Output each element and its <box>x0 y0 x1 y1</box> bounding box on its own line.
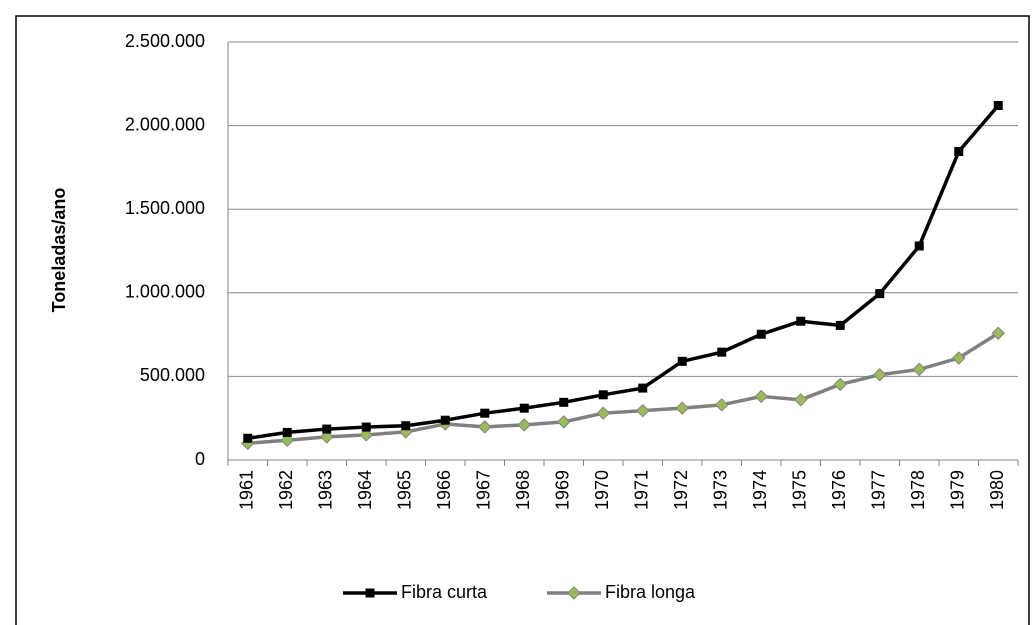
marker <box>559 397 569 407</box>
x-tick-label: 1973 <box>711 470 731 510</box>
x-tick-label: 1975 <box>790 470 810 510</box>
marker <box>715 398 729 412</box>
x-tick-label: 1970 <box>592 470 612 510</box>
marker <box>954 147 964 157</box>
marker <box>401 421 411 431</box>
x-tick-label: 1969 <box>553 470 573 510</box>
marker <box>952 351 966 365</box>
x-tick-label: 1961 <box>237 470 257 510</box>
marker <box>243 433 253 443</box>
x-tick-label: 1979 <box>948 470 968 510</box>
marker <box>636 403 650 418</box>
marker <box>756 329 766 339</box>
y-tick-label: 0 <box>195 449 205 469</box>
marker <box>322 424 332 434</box>
y-axis-title: Toneladas/ano <box>49 188 69 313</box>
marker <box>754 389 768 404</box>
marker <box>717 347 727 357</box>
marker <box>914 241 924 251</box>
x-tick-label: 1964 <box>355 470 375 510</box>
marker <box>282 427 292 437</box>
x-tick-label: 1972 <box>671 470 691 510</box>
y-tick-label: 1.000.000 <box>125 282 205 302</box>
marker <box>440 415 450 425</box>
x-tick-label: 1978 <box>908 470 928 510</box>
x-tick-label: 1976 <box>829 470 849 510</box>
marker <box>875 289 885 299</box>
marker <box>835 320 845 330</box>
chart-frame <box>15 15 1030 625</box>
series-line <box>247 331 1000 446</box>
marker <box>873 368 887 382</box>
marker <box>993 101 1003 111</box>
marker <box>596 406 610 420</box>
x-tick-label: 1974 <box>750 470 770 510</box>
marker <box>833 377 847 392</box>
marker <box>359 428 373 442</box>
legend-marker <box>365 588 375 598</box>
marker <box>677 356 687 366</box>
marker <box>912 362 926 377</box>
series-line <box>247 104 1000 440</box>
y-tick-label: 500.000 <box>140 365 205 385</box>
marker <box>517 418 531 432</box>
marker <box>794 393 808 407</box>
x-tick-label: 1977 <box>869 470 889 510</box>
marker <box>675 401 689 415</box>
marker <box>991 326 1005 340</box>
y-tick-label: 1.500.000 <box>125 198 205 218</box>
x-tick-label: 1962 <box>276 470 296 510</box>
marker <box>478 420 492 434</box>
legend-label: Fibra longa <box>605 582 696 602</box>
marker <box>796 316 806 326</box>
y-tick-label: 2.000.000 <box>125 114 205 134</box>
marker <box>480 408 490 418</box>
y-tick-label: 2.500.000 <box>125 31 205 51</box>
x-tick-label: 1971 <box>632 470 652 510</box>
marker <box>598 390 608 400</box>
marker <box>280 433 294 447</box>
x-tick-label: 1965 <box>395 470 415 510</box>
x-tick-label: 1968 <box>513 470 533 510</box>
x-tick-label: 1967 <box>474 470 494 510</box>
marker <box>320 430 334 444</box>
x-tick-label: 1980 <box>987 470 1007 510</box>
marker <box>638 383 648 393</box>
legend-label: Fibra curta <box>401 582 488 602</box>
marker <box>557 415 571 429</box>
marker <box>361 422 371 432</box>
x-tick-label: 1966 <box>434 470 454 510</box>
marker <box>519 403 529 413</box>
x-tick-label: 1963 <box>316 470 336 510</box>
legend-marker <box>567 586 581 600</box>
